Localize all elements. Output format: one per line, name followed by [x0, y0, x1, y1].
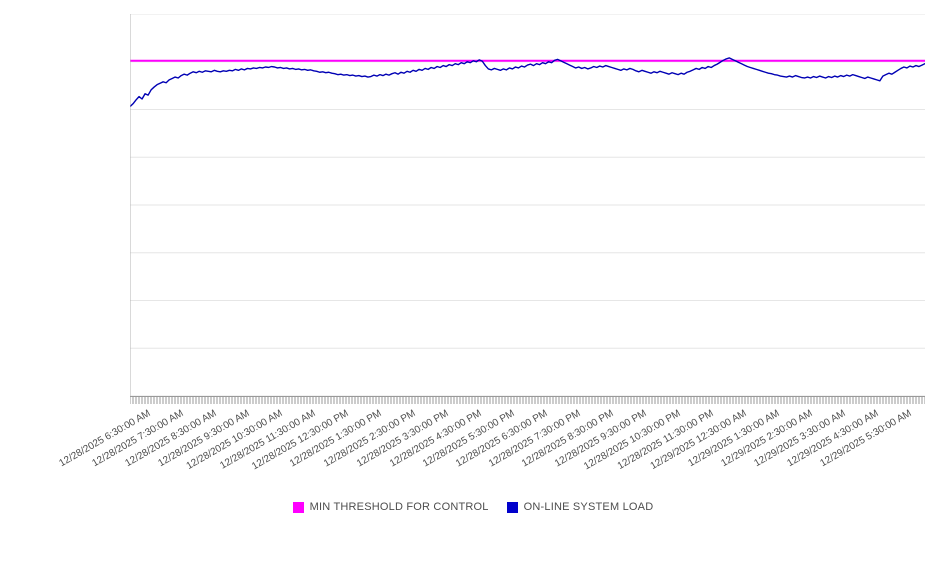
online-system-load-line: [130, 57, 925, 108]
legend-swatch-blue: [506, 501, 518, 513]
legend-label-system-load: ON-LINE SYSTEM LOAD: [523, 501, 654, 513]
x-axis-labels: 12/28/2025 6:30:00 AM 12/28/2025 7:30:00 …: [0, 396, 946, 492]
chart-container: 12/28/2025 6:30:00 AM 12/28/2025 7:30:00 …: [0, 14, 946, 516]
gridlines: [130, 14, 925, 396]
legend-swatch-magenta: [292, 501, 304, 513]
x-axis-ticks: [130, 396, 925, 404]
legend-item-system-load[interactable]: ON-LINE SYSTEM LOAD: [506, 501, 654, 513]
series-system-load-line: [130, 57, 925, 108]
x-axis-tick-strip: [130, 396, 925, 405]
legend-label-min-threshold: MIN THRESHOLD FOR CONTROL: [309, 501, 489, 513]
minor-ticks: [130, 397, 925, 404]
plot-area: [130, 14, 925, 396]
chart-legend: MIN THRESHOLD FOR CONTROL ON-LINE SYSTEM…: [0, 498, 946, 516]
legend-item-min-threshold[interactable]: MIN THRESHOLD FOR CONTROL: [292, 501, 489, 513]
plot-svg: [130, 14, 925, 396]
